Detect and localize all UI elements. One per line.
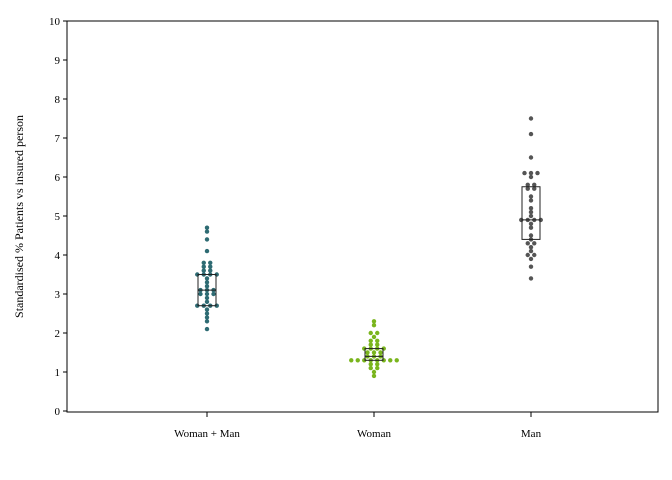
data-point — [368, 330, 373, 336]
data-point — [528, 170, 534, 176]
data-point — [368, 365, 373, 371]
x-tick-label: Man — [521, 428, 542, 440]
data-point — [355, 358, 360, 363]
data-point — [204, 248, 210, 254]
y-axis: 0 1 2 3 4 5 6 7 8 9 10 — [49, 16, 67, 418]
data-point — [532, 186, 537, 191]
data-point — [204, 319, 210, 324]
data-point — [368, 338, 373, 343]
data-point — [528, 213, 534, 219]
data-point — [532, 252, 537, 258]
data-point — [204, 280, 210, 285]
data-point — [528, 198, 534, 203]
y-tick-label: 9 — [55, 55, 61, 67]
data-point — [201, 264, 206, 269]
data-point — [528, 248, 534, 254]
y-tick-label: 10 — [49, 16, 61, 28]
data-point — [198, 291, 203, 297]
data-point — [349, 358, 354, 363]
data-point — [368, 342, 373, 347]
data-point — [528, 256, 534, 262]
x-tick-label: Woman + Man — [174, 428, 240, 440]
data-point — [211, 291, 216, 297]
data-point — [208, 260, 213, 265]
data-point — [204, 225, 210, 230]
data-point — [528, 209, 534, 215]
series-group — [519, 116, 543, 281]
data-point — [525, 252, 530, 258]
data-point — [525, 241, 530, 246]
data-point — [208, 264, 213, 269]
data-point — [204, 276, 210, 281]
y-tick-label: 3 — [55, 289, 61, 301]
series-group — [349, 319, 399, 379]
data-point — [368, 362, 373, 367]
data-point — [532, 182, 537, 187]
data-point — [525, 182, 530, 187]
data-point — [378, 350, 383, 355]
y-tick-label: 5 — [55, 211, 61, 223]
x-axis: Woman + Man Woman Man — [174, 412, 542, 440]
data-point — [528, 264, 534, 269]
data-point — [528, 206, 534, 211]
data-point — [528, 131, 534, 137]
y-tick-label: 4 — [55, 250, 61, 262]
data-point — [204, 299, 210, 304]
y-tick-label: 2 — [55, 328, 61, 340]
x-tick-label: Woman — [357, 428, 391, 440]
data-point — [532, 241, 537, 246]
data-point — [204, 307, 210, 312]
data-point — [375, 362, 380, 367]
series-group — [195, 225, 219, 332]
data-point — [371, 373, 377, 379]
data-point — [204, 229, 210, 234]
data-point — [208, 268, 213, 273]
data-point — [204, 237, 210, 242]
data-point — [528, 245, 534, 250]
data-point — [528, 221, 534, 226]
y-tick-label: 7 — [55, 133, 61, 145]
y-axis-title: Standardised % Patients vs insured perso… — [12, 115, 26, 318]
data-point — [204, 315, 210, 320]
data-point — [535, 170, 540, 176]
y-tick-label: 8 — [55, 94, 61, 106]
iqr-box — [521, 186, 541, 240]
data-point — [528, 225, 534, 230]
data-point — [371, 350, 377, 355]
data-point — [528, 174, 534, 180]
data-point — [528, 233, 534, 238]
data-point — [201, 268, 206, 273]
data-point — [371, 323, 377, 328]
plot-frame — [66, 20, 659, 413]
data-point — [371, 369, 377, 375]
data-point — [375, 342, 380, 347]
data-point — [528, 276, 534, 281]
data-point — [394, 358, 399, 363]
y-tick-label: 6 — [55, 172, 61, 184]
data-point — [371, 334, 377, 340]
data-point — [528, 116, 534, 121]
chart-marks — [195, 116, 543, 379]
data-point — [528, 155, 534, 160]
iqr-box — [364, 348, 384, 361]
data-point — [388, 358, 393, 363]
data-point — [375, 365, 380, 371]
y-tick-label: 1 — [55, 367, 61, 379]
data-point — [522, 170, 527, 176]
data-point — [201, 260, 206, 265]
data-point — [525, 186, 530, 191]
data-point — [204, 311, 210, 316]
data-point — [365, 350, 370, 355]
data-point — [528, 194, 534, 199]
data-point — [204, 284, 210, 289]
data-point — [204, 295, 210, 301]
data-point — [204, 326, 210, 332]
data-point — [204, 291, 210, 297]
data-point — [375, 330, 380, 336]
y-tick-label: 0 — [55, 406, 61, 418]
data-point — [371, 319, 377, 324]
data-point — [375, 338, 380, 343]
